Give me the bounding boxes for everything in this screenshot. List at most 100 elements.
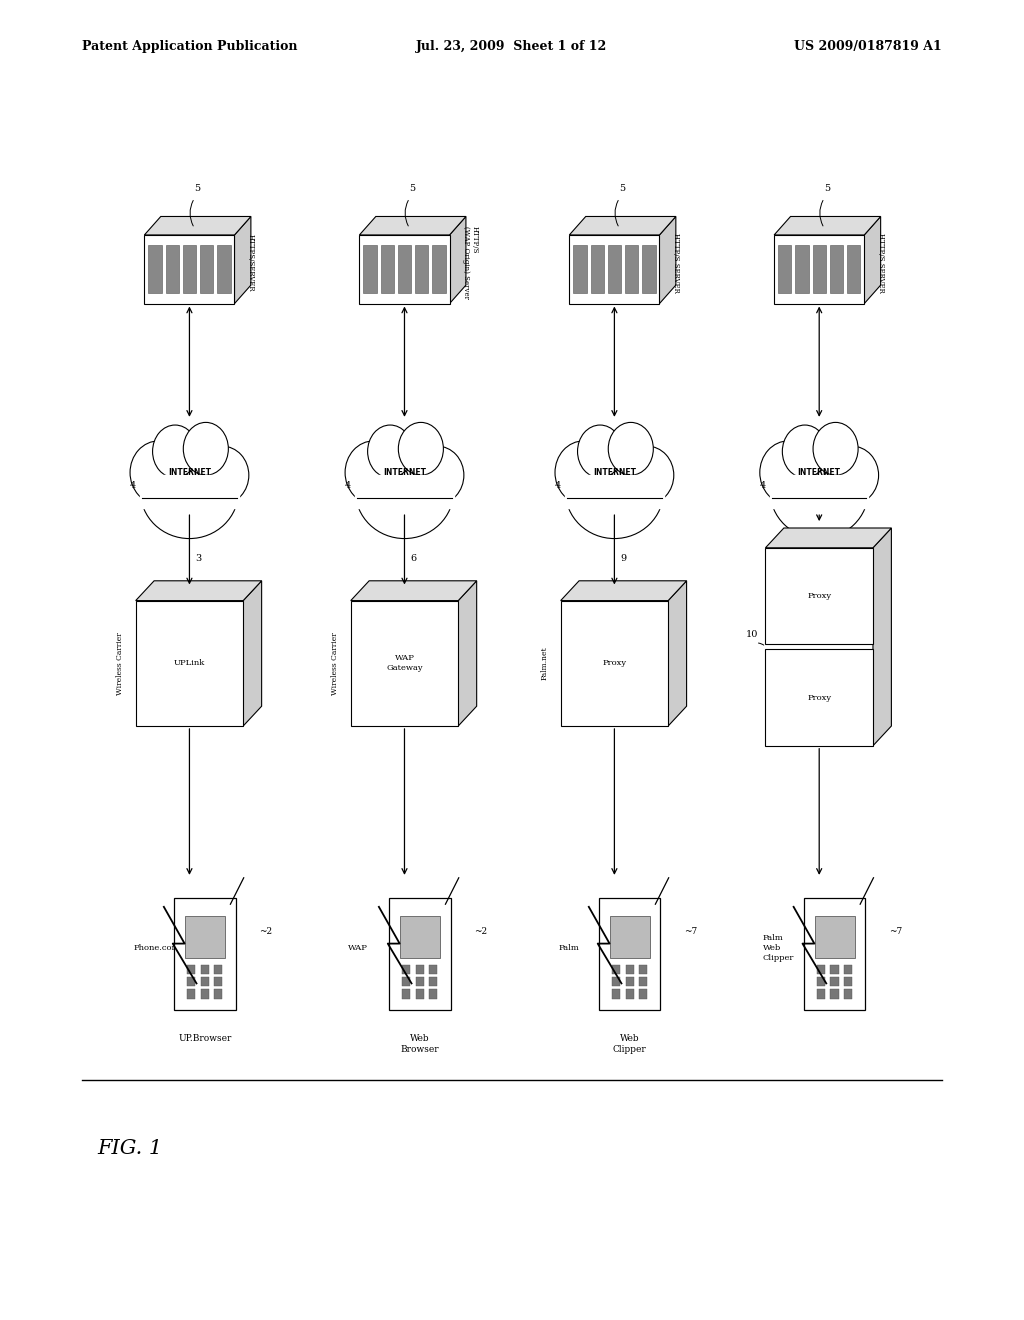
Text: Proxy: Proxy <box>807 693 831 702</box>
Ellipse shape <box>770 444 868 539</box>
Polygon shape <box>234 216 251 304</box>
Bar <box>569 235 659 304</box>
Polygon shape <box>569 216 676 235</box>
Bar <box>565 475 664 508</box>
Ellipse shape <box>345 441 402 504</box>
Polygon shape <box>135 581 262 601</box>
Bar <box>796 246 809 293</box>
Polygon shape <box>864 216 881 304</box>
Bar <box>813 246 825 293</box>
Bar <box>402 990 411 998</box>
Bar <box>817 990 825 998</box>
Bar <box>432 246 445 293</box>
Bar <box>402 965 411 974</box>
Text: INTERNET: INTERNET <box>383 469 426 477</box>
Bar <box>817 977 825 986</box>
Bar <box>829 246 843 293</box>
Ellipse shape <box>555 441 612 504</box>
Polygon shape <box>774 216 881 235</box>
Text: UPLink: UPLink <box>174 659 205 668</box>
Bar <box>844 965 852 974</box>
Bar <box>399 916 440 958</box>
Bar <box>140 475 239 508</box>
Polygon shape <box>350 581 477 601</box>
Text: INTERNET: INTERNET <box>168 469 211 477</box>
Ellipse shape <box>608 422 653 475</box>
Bar <box>817 965 825 974</box>
Bar <box>416 990 424 998</box>
Ellipse shape <box>565 444 664 539</box>
Bar <box>770 475 868 508</box>
Ellipse shape <box>621 446 674 504</box>
Polygon shape <box>244 581 262 726</box>
Bar <box>201 977 209 986</box>
Text: WAP
Gateway: WAP Gateway <box>386 655 423 672</box>
Text: Wireless Carrier: Wireless Carrier <box>116 632 124 694</box>
Polygon shape <box>766 528 891 548</box>
Text: Palm
Web
Clipper: Palm Web Clipper <box>763 935 795 962</box>
Ellipse shape <box>578 425 623 478</box>
Bar <box>416 965 424 974</box>
Bar <box>201 965 209 974</box>
Text: 4: 4 <box>345 482 351 490</box>
Text: ~2: ~2 <box>474 927 487 936</box>
Text: Wireless Carrier: Wireless Carrier <box>331 632 339 694</box>
Bar <box>350 601 459 726</box>
Bar <box>626 977 634 986</box>
Ellipse shape <box>368 425 413 478</box>
Bar <box>187 977 196 986</box>
Text: INTERNET: INTERNET <box>593 469 636 477</box>
Polygon shape <box>459 581 477 726</box>
Bar <box>182 246 197 293</box>
Bar <box>359 235 450 304</box>
Bar <box>599 898 660 1010</box>
Ellipse shape <box>782 425 827 478</box>
Bar <box>612 977 621 986</box>
Bar <box>607 246 621 293</box>
Bar <box>612 990 621 998</box>
Bar <box>561 601 668 726</box>
Bar <box>402 977 411 986</box>
Bar <box>187 990 196 998</box>
Bar <box>185 916 225 958</box>
Text: 4: 4 <box>555 482 561 490</box>
Bar <box>830 965 839 974</box>
Text: 5: 5 <box>824 183 830 193</box>
Bar <box>174 898 236 1010</box>
Bar <box>626 990 634 998</box>
Bar <box>429 965 437 974</box>
Text: Web
Clipper: Web Clipper <box>613 1034 646 1053</box>
Ellipse shape <box>196 446 249 504</box>
Bar <box>642 246 655 293</box>
Ellipse shape <box>411 446 464 504</box>
Bar <box>625 246 638 293</box>
Bar <box>398 246 412 293</box>
Text: Palm.net: Palm.net <box>541 647 549 680</box>
Text: Phone.com: Phone.com <box>133 944 179 952</box>
Text: 5: 5 <box>620 183 626 193</box>
Bar <box>429 977 437 986</box>
Text: 9: 9 <box>621 554 627 564</box>
Polygon shape <box>561 581 686 601</box>
Text: 4: 4 <box>760 482 766 490</box>
Bar <box>389 898 451 1010</box>
Bar <box>639 965 647 974</box>
Bar <box>591 246 604 293</box>
Bar <box>573 246 587 293</box>
Text: Proxy: Proxy <box>602 659 627 668</box>
Bar <box>610 916 650 958</box>
Ellipse shape <box>355 444 454 539</box>
Ellipse shape <box>153 425 198 478</box>
Bar <box>844 990 852 998</box>
Bar <box>201 990 209 998</box>
Text: HTTP/S
(WAP Origin) Server: HTTP/S (WAP Origin) Server <box>462 226 479 300</box>
Ellipse shape <box>140 444 239 539</box>
Text: ~7: ~7 <box>684 927 697 936</box>
Text: 5: 5 <box>410 183 416 193</box>
Bar <box>355 475 454 508</box>
Bar <box>416 977 424 986</box>
Bar <box>815 916 855 958</box>
Text: FIG. 1: FIG. 1 <box>97 1139 163 1158</box>
Text: ~2: ~2 <box>259 927 272 936</box>
Text: Patent Application Publication: Patent Application Publication <box>82 40 297 53</box>
